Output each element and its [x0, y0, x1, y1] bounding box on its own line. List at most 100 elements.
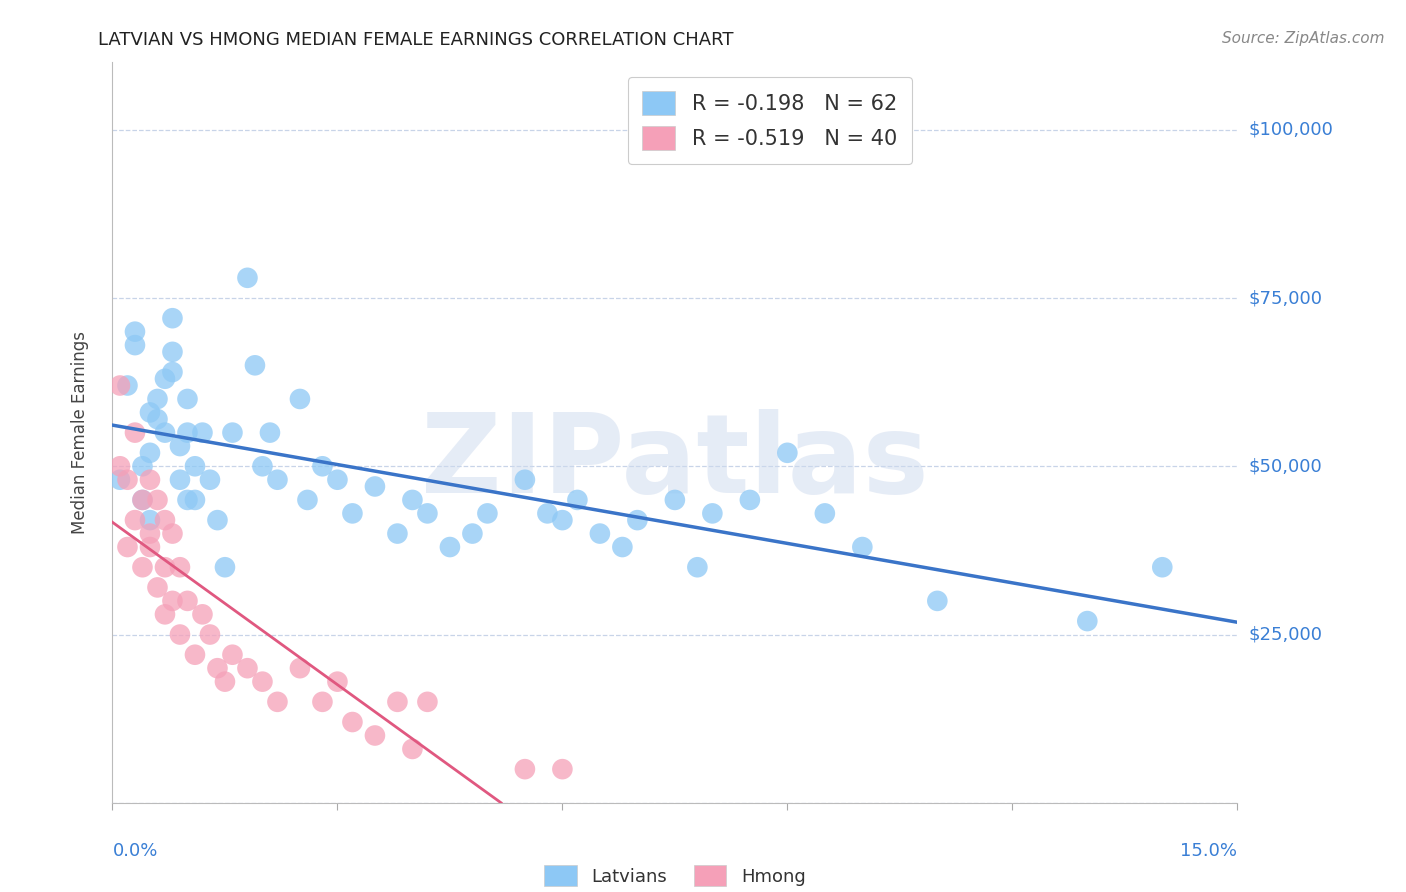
Y-axis label: Median Female Earnings: Median Female Earnings [70, 331, 89, 534]
Point [259, 425, 281, 440]
Point [191, 425, 214, 440]
Point [342, 507, 364, 521]
Text: Source: ZipAtlas.com: Source: ZipAtlas.com [1222, 31, 1385, 46]
Point [124, 325, 146, 339]
Point [626, 513, 648, 527]
Point [364, 729, 387, 743]
Point [664, 492, 686, 507]
Point [146, 581, 169, 595]
Point [461, 526, 484, 541]
Point [169, 473, 191, 487]
Point [184, 648, 207, 662]
Point [387, 695, 409, 709]
Point [221, 648, 243, 662]
Point [214, 674, 236, 689]
Point [162, 594, 184, 608]
Point [311, 695, 333, 709]
Point [567, 492, 589, 507]
Point [738, 492, 761, 507]
Point [416, 507, 439, 521]
Point [236, 270, 259, 285]
Point [364, 479, 387, 493]
Point [117, 378, 139, 392]
Point [297, 492, 319, 507]
Point [927, 594, 949, 608]
Point [326, 674, 349, 689]
Point [1076, 614, 1098, 628]
Point [207, 513, 229, 527]
Point [169, 627, 191, 641]
Point [146, 392, 169, 406]
Point [401, 492, 423, 507]
Point [117, 473, 139, 487]
Point [416, 695, 439, 709]
Point [124, 338, 146, 352]
Point [169, 439, 191, 453]
Point [108, 459, 131, 474]
Point [243, 359, 266, 373]
Point [176, 594, 198, 608]
Point [176, 425, 198, 440]
Point [1152, 560, 1174, 574]
Point [153, 513, 176, 527]
Point [139, 526, 162, 541]
Point [439, 540, 461, 554]
Point [139, 540, 162, 554]
Text: $50,000: $50,000 [1249, 458, 1322, 475]
Point [288, 661, 311, 675]
Point [117, 540, 139, 554]
Point [702, 507, 724, 521]
Point [288, 392, 311, 406]
Point [342, 714, 364, 729]
Point [131, 492, 153, 507]
Point [536, 507, 558, 521]
Point [153, 372, 176, 386]
Point [139, 513, 162, 527]
Point [401, 742, 423, 756]
Point [589, 526, 612, 541]
Point [139, 405, 162, 419]
Text: 0.0%: 0.0% [112, 842, 157, 860]
Point [513, 762, 536, 776]
Point [131, 459, 153, 474]
Point [146, 412, 169, 426]
Point [207, 661, 229, 675]
Point [176, 392, 198, 406]
Point [139, 473, 162, 487]
Point [236, 661, 259, 675]
Point [108, 378, 131, 392]
Point [191, 607, 214, 622]
Point [214, 560, 236, 574]
Point [387, 526, 409, 541]
Point [311, 459, 333, 474]
Point [162, 344, 184, 359]
Legend: Latvians, Hmong: Latvians, Hmong [536, 856, 814, 892]
Text: $75,000: $75,000 [1249, 289, 1323, 307]
Point [198, 473, 221, 487]
Point [184, 459, 207, 474]
Point [814, 507, 837, 521]
Point [176, 492, 198, 507]
Point [551, 513, 574, 527]
Point [477, 507, 499, 521]
Point [266, 695, 288, 709]
Point [162, 365, 184, 379]
Text: 15.0%: 15.0% [1180, 842, 1237, 860]
Text: $25,000: $25,000 [1249, 625, 1323, 643]
Point [551, 762, 574, 776]
Point [252, 674, 274, 689]
Point [851, 540, 873, 554]
Point [513, 473, 536, 487]
Point [124, 513, 146, 527]
Point [153, 607, 176, 622]
Point [184, 492, 207, 507]
Point [326, 473, 349, 487]
Point [266, 473, 288, 487]
Point [686, 560, 709, 574]
Point [252, 459, 274, 474]
Point [612, 540, 634, 554]
Point [169, 560, 191, 574]
Point [108, 473, 131, 487]
Point [221, 425, 243, 440]
Point [153, 560, 176, 574]
